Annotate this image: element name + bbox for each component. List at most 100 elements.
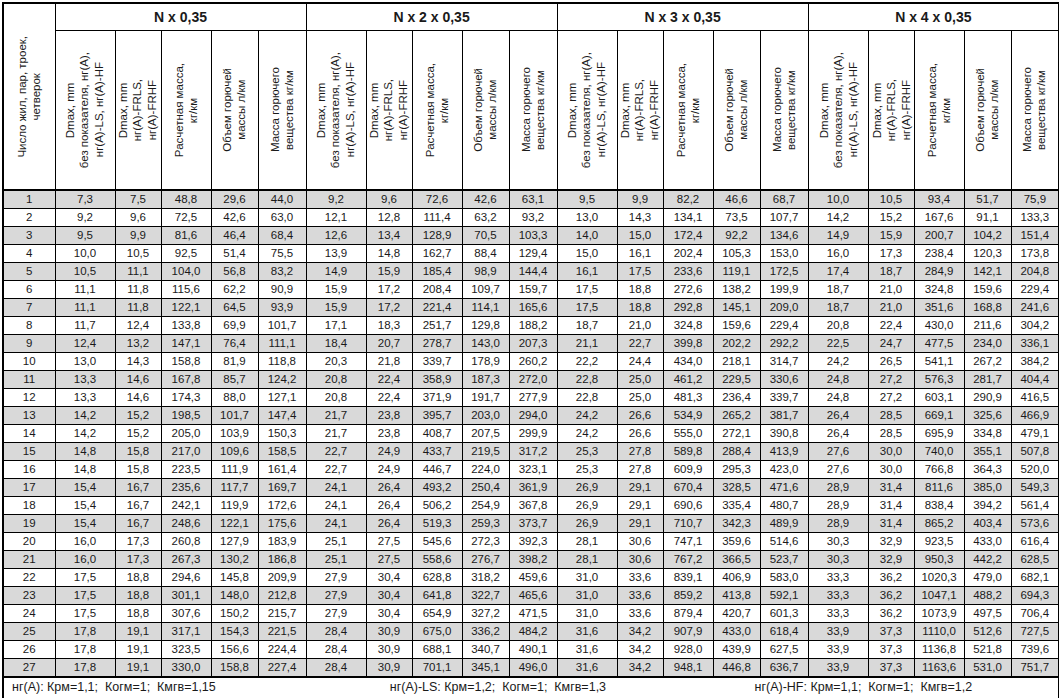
value-cell: 117,7 [211,479,258,497]
value-cell: 172,4 [663,227,713,245]
value-cell: 290,9 [964,389,1011,407]
value-cell: 318,2 [462,569,509,587]
value-cell: 385,0 [964,479,1011,497]
row-number: 2 [3,209,55,227]
value-cell: 14,2 [808,209,868,227]
value-cell: 669,1 [914,407,964,425]
value-cell: 30,4 [366,587,412,605]
value-cell: 31,4 [868,497,914,515]
cable-table-page: Число жил, пар, троек, четверок N x 0,35… [2,2,1057,698]
value-cell: 46,6 [713,190,760,209]
value-cell: 22,5 [808,335,868,353]
value-cell: 28,4 [306,623,366,641]
value-cell: 31,6 [557,659,617,678]
row-number: 4 [3,245,55,263]
value-cell: 751,7 [1011,659,1059,678]
value-cell: 248,6 [161,515,211,533]
value-cell: 44,0 [258,190,306,209]
value-cell: 7,3 [55,190,115,209]
value-cell: 561,4 [1011,497,1059,515]
value-cell: 143,0 [462,335,509,353]
value-cell: 272,0 [509,371,557,389]
value-cell: 217,0 [161,443,211,461]
value-cell: 12,4 [115,317,161,335]
table-row: 1113,314,6167,885,7124,220,822,4358,9187… [3,371,1059,389]
value-cell: 151,4 [1011,227,1059,245]
value-cell: 62,2 [211,281,258,299]
value-cell: 22,2 [557,353,617,371]
row-number: 16 [3,461,55,479]
value-cell: 75,9 [1011,190,1059,209]
value-cell: 63,0 [258,209,306,227]
value-cell: 330,0 [161,659,211,678]
value-cell: 154,3 [211,623,258,641]
value-cell: 325,6 [964,407,1011,425]
value-cell: 18,4 [306,335,366,353]
value-cell: 111,1 [258,335,306,353]
row-number: 24 [3,605,55,623]
value-cell: 923,5 [914,533,964,551]
value-cell: 30,3 [808,551,868,569]
value-cell: 28,1 [557,551,617,569]
value-cell: 16,0 [55,551,115,569]
value-cell: 493,2 [412,479,462,497]
value-cell: 399,8 [663,335,713,353]
value-cell: 336,1 [1011,335,1059,353]
footnote-ng-a-ls: нг(А)-LS: Крм=1,2; Когм=1; Кмгв=1,3 [390,680,606,694]
value-cell: 26,6 [617,407,663,425]
row-number: 21 [3,551,55,569]
value-cell: 433,0 [713,623,760,641]
value-cell: 330,6 [760,371,808,389]
column-header-label: Масса горючего вещества кг/км [770,67,799,152]
value-cell: 199,9 [760,281,808,299]
value-cell: 144,4 [509,263,557,281]
value-cell: 17,8 [55,623,115,641]
value-cell: 11,1 [115,263,161,281]
value-cell: 489,9 [760,515,808,533]
value-cell: 31,4 [868,515,914,533]
value-cell: 22,7 [306,443,366,461]
column-header-label: Объем горючей массы л/км [220,68,249,152]
value-cell: 16,0 [55,533,115,551]
value-cell: 167,8 [161,371,211,389]
value-cell: 404,4 [1011,371,1059,389]
value-cell: 17,3 [115,533,161,551]
value-cell: 15,8 [115,443,161,461]
value-cell: 13,2 [115,335,161,353]
value-cell: 219,5 [462,443,509,461]
value-cell: 439,9 [713,641,760,659]
value-cell: 18,7 [868,263,914,281]
value-cell: 1020,3 [914,569,964,587]
value-cell: 36,2 [868,587,914,605]
value-cell: 31,0 [557,569,617,587]
value-cell: 28,9 [808,479,868,497]
value-cell: 236,4 [713,389,760,407]
value-cell: 63,1 [509,190,557,209]
value-cell: 1163,6 [914,659,964,678]
value-cell: 158,5 [258,443,306,461]
value-cell: 24,1 [306,497,366,515]
value-cell: 466,9 [1011,407,1059,425]
value-cell: 27,9 [306,587,366,605]
value-cell: 175,6 [258,515,306,533]
value-cell: 174,3 [161,389,211,407]
value-cell: 334,8 [964,425,1011,443]
value-cell: 22,7 [617,335,663,353]
column-header-label: Расчетная масса, кг/км [423,63,452,157]
column-header-label: Объем горючей массы л/км [973,68,1002,152]
value-cell: 706,4 [1011,605,1059,623]
value-cell: 130,2 [211,551,258,569]
value-cell: 105,3 [713,245,760,263]
value-cell: 446,7 [412,461,462,479]
value-cell: 227,4 [258,659,306,678]
value-cell: 555,0 [663,425,713,443]
value-cell: 317,1 [161,623,211,641]
value-cell: 15,8 [115,461,161,479]
value-cell: 628,8 [412,569,462,587]
value-cell: 142,1 [964,263,1011,281]
value-cell: 1110,0 [914,623,964,641]
group-header-2: N x 2 x 0,35 [306,3,557,31]
value-cell: 72,6 [412,190,462,209]
value-cell: 22,7 [306,461,366,479]
value-cell: 928,0 [663,641,713,659]
